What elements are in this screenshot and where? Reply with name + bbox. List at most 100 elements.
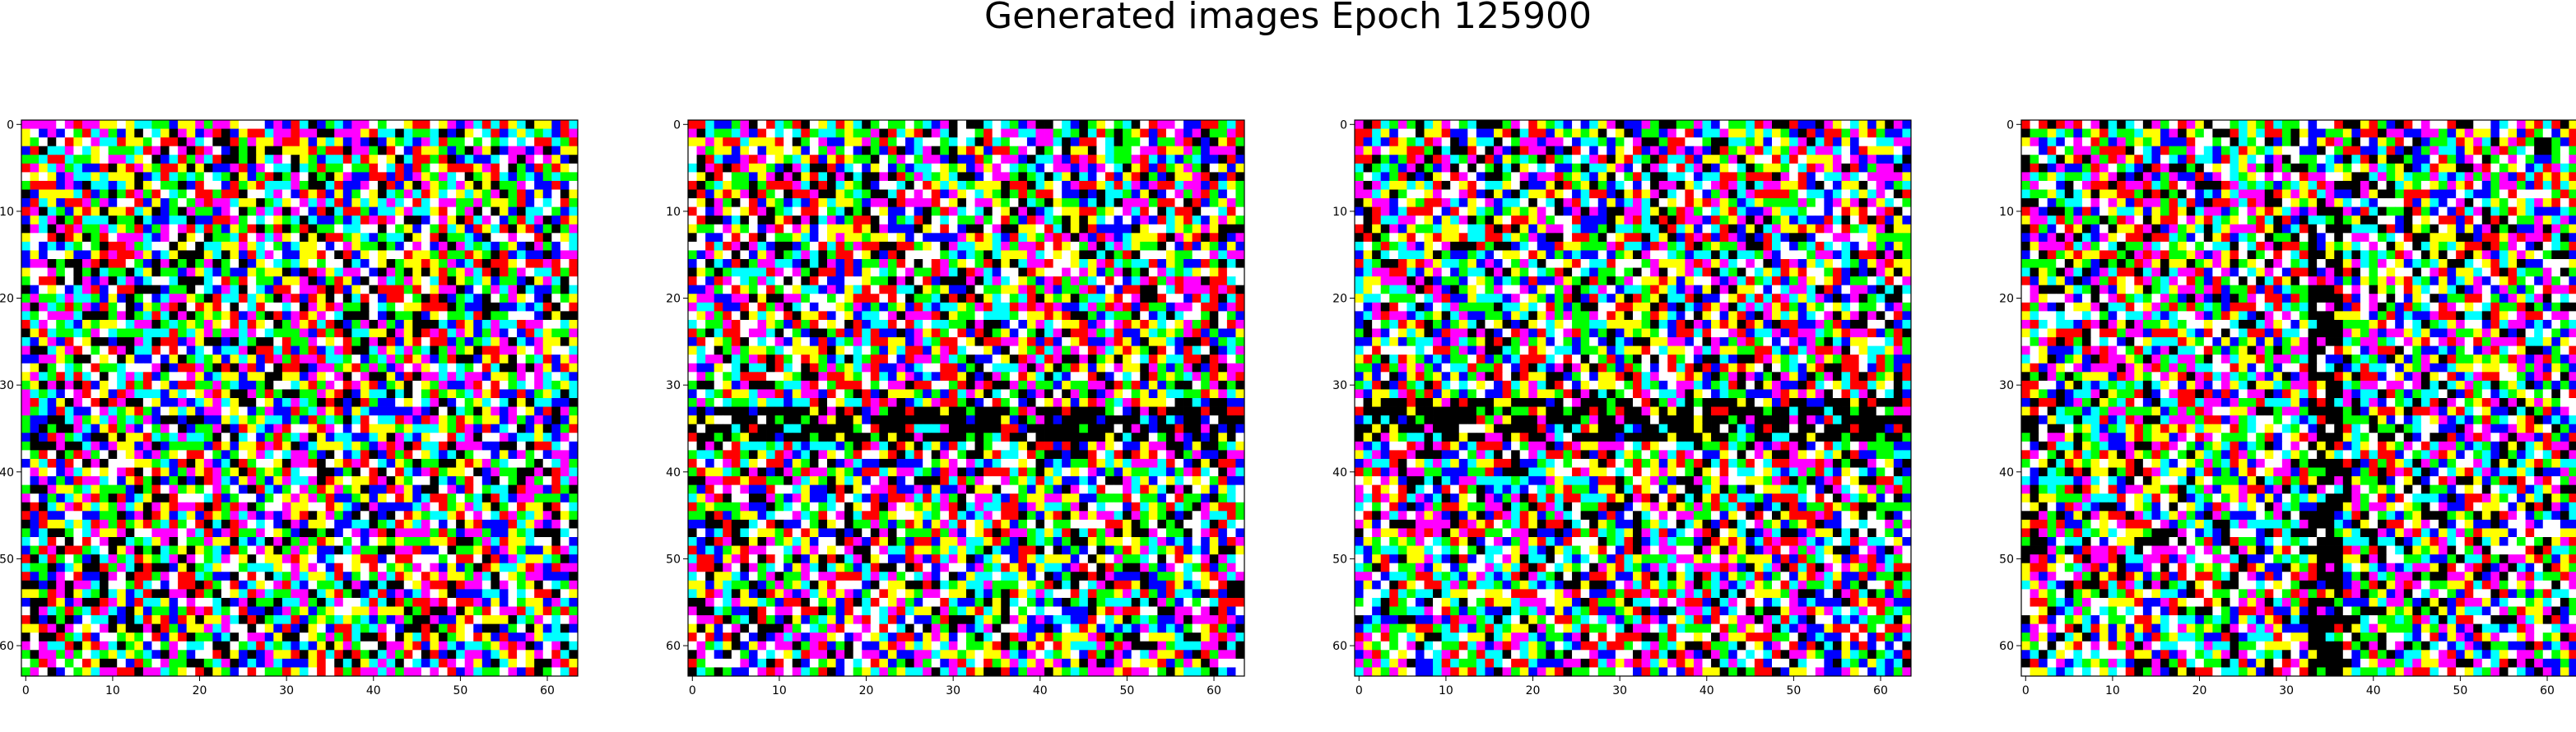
- pixel: [134, 503, 143, 512]
- pixel: [351, 503, 360, 512]
- pixel: [48, 632, 57, 642]
- pixel: [421, 242, 430, 251]
- pixel: [273, 650, 282, 659]
- pixel: [151, 407, 160, 416]
- pixel: [526, 389, 535, 398]
- pixel: [810, 146, 819, 155]
- pixel: [256, 207, 265, 216]
- pixel: [195, 581, 204, 590]
- pixel: [187, 372, 196, 381]
- pixel: [151, 667, 160, 676]
- pixel: [551, 468, 560, 477]
- pixel: [39, 546, 48, 555]
- pixel: [500, 164, 509, 173]
- pixel: [109, 311, 118, 320]
- pixel: [430, 642, 439, 651]
- pixel: [448, 164, 457, 173]
- pixel: [517, 172, 526, 181]
- pixel: [1114, 129, 1123, 138]
- pixel: [117, 589, 126, 598]
- pixel: [117, 667, 126, 676]
- pixel: [143, 354, 152, 364]
- pixel: [56, 364, 65, 373]
- pixel: [395, 354, 404, 364]
- pixel: [48, 137, 57, 146]
- pixel: [117, 415, 126, 424]
- pixel: [569, 659, 578, 668]
- pixel: [195, 589, 204, 598]
- pixel: [473, 285, 482, 294]
- pixel: [1140, 190, 1149, 199]
- pixel: [1036, 172, 1045, 181]
- pixel: [534, 632, 543, 642]
- pixel: [888, 181, 897, 190]
- pixel: [117, 198, 126, 207]
- pixel: [21, 389, 30, 398]
- pixel: [30, 598, 40, 607]
- pixel: [949, 207, 958, 216]
- pixel: [151, 520, 160, 529]
- pixel: [195, 311, 204, 320]
- pixel: [1027, 129, 1036, 138]
- pixel: [697, 137, 706, 146]
- pixel: [300, 520, 309, 529]
- pixel: [143, 554, 152, 563]
- pixel: [30, 250, 40, 259]
- pixel: [560, 546, 570, 555]
- pixel: [491, 528, 500, 537]
- pixel: [775, 172, 784, 181]
- pixel: [456, 546, 465, 555]
- pixel: [91, 242, 100, 251]
- pixel: [230, 407, 239, 416]
- pixel: [387, 364, 396, 373]
- pixel: [740, 181, 749, 190]
- pixel: [534, 346, 543, 355]
- pixel: [923, 155, 932, 164]
- pixel: [448, 381, 457, 390]
- pixel: [265, 598, 274, 607]
- pixel: [39, 242, 48, 251]
- pixel: [248, 642, 257, 651]
- pixel: [1123, 198, 1132, 207]
- pixel: [343, 503, 352, 512]
- pixel: [1105, 207, 1114, 216]
- pixel: [256, 155, 265, 164]
- pixel: [818, 207, 827, 216]
- pixel: [932, 146, 941, 155]
- pixel: [482, 129, 491, 138]
- pixel: [517, 364, 526, 373]
- pixel: [482, 389, 491, 398]
- pixel: [714, 233, 723, 242]
- pixel: [439, 667, 448, 676]
- pixel: [534, 250, 543, 259]
- pixel: [248, 215, 257, 225]
- pixel: [126, 303, 135, 312]
- pixel: [491, 407, 500, 416]
- pixel: [370, 407, 379, 416]
- pixel: [73, 190, 82, 199]
- pixel: [517, 381, 526, 390]
- pixel: [957, 233, 966, 242]
- pixel: [256, 667, 265, 676]
- pixel: [21, 459, 30, 468]
- pixel: [421, 137, 430, 146]
- pixel: [473, 520, 482, 529]
- pixel: [291, 164, 300, 173]
- pixel: [73, 442, 82, 451]
- pixel: [126, 146, 135, 155]
- pixel: [957, 207, 966, 216]
- pixel: [82, 537, 91, 546]
- pixel: [473, 259, 482, 268]
- pixel: [430, 607, 439, 616]
- pixel: [265, 129, 274, 138]
- pixel: [404, 389, 413, 398]
- pixel: [818, 120, 827, 129]
- pixel: [334, 381, 343, 390]
- pixel: [326, 320, 335, 329]
- pixel: [151, 459, 160, 468]
- pixel: [291, 172, 300, 181]
- pixel: [975, 129, 984, 138]
- pixel: [421, 572, 430, 581]
- pixel: [178, 381, 187, 390]
- pixel: [334, 554, 343, 563]
